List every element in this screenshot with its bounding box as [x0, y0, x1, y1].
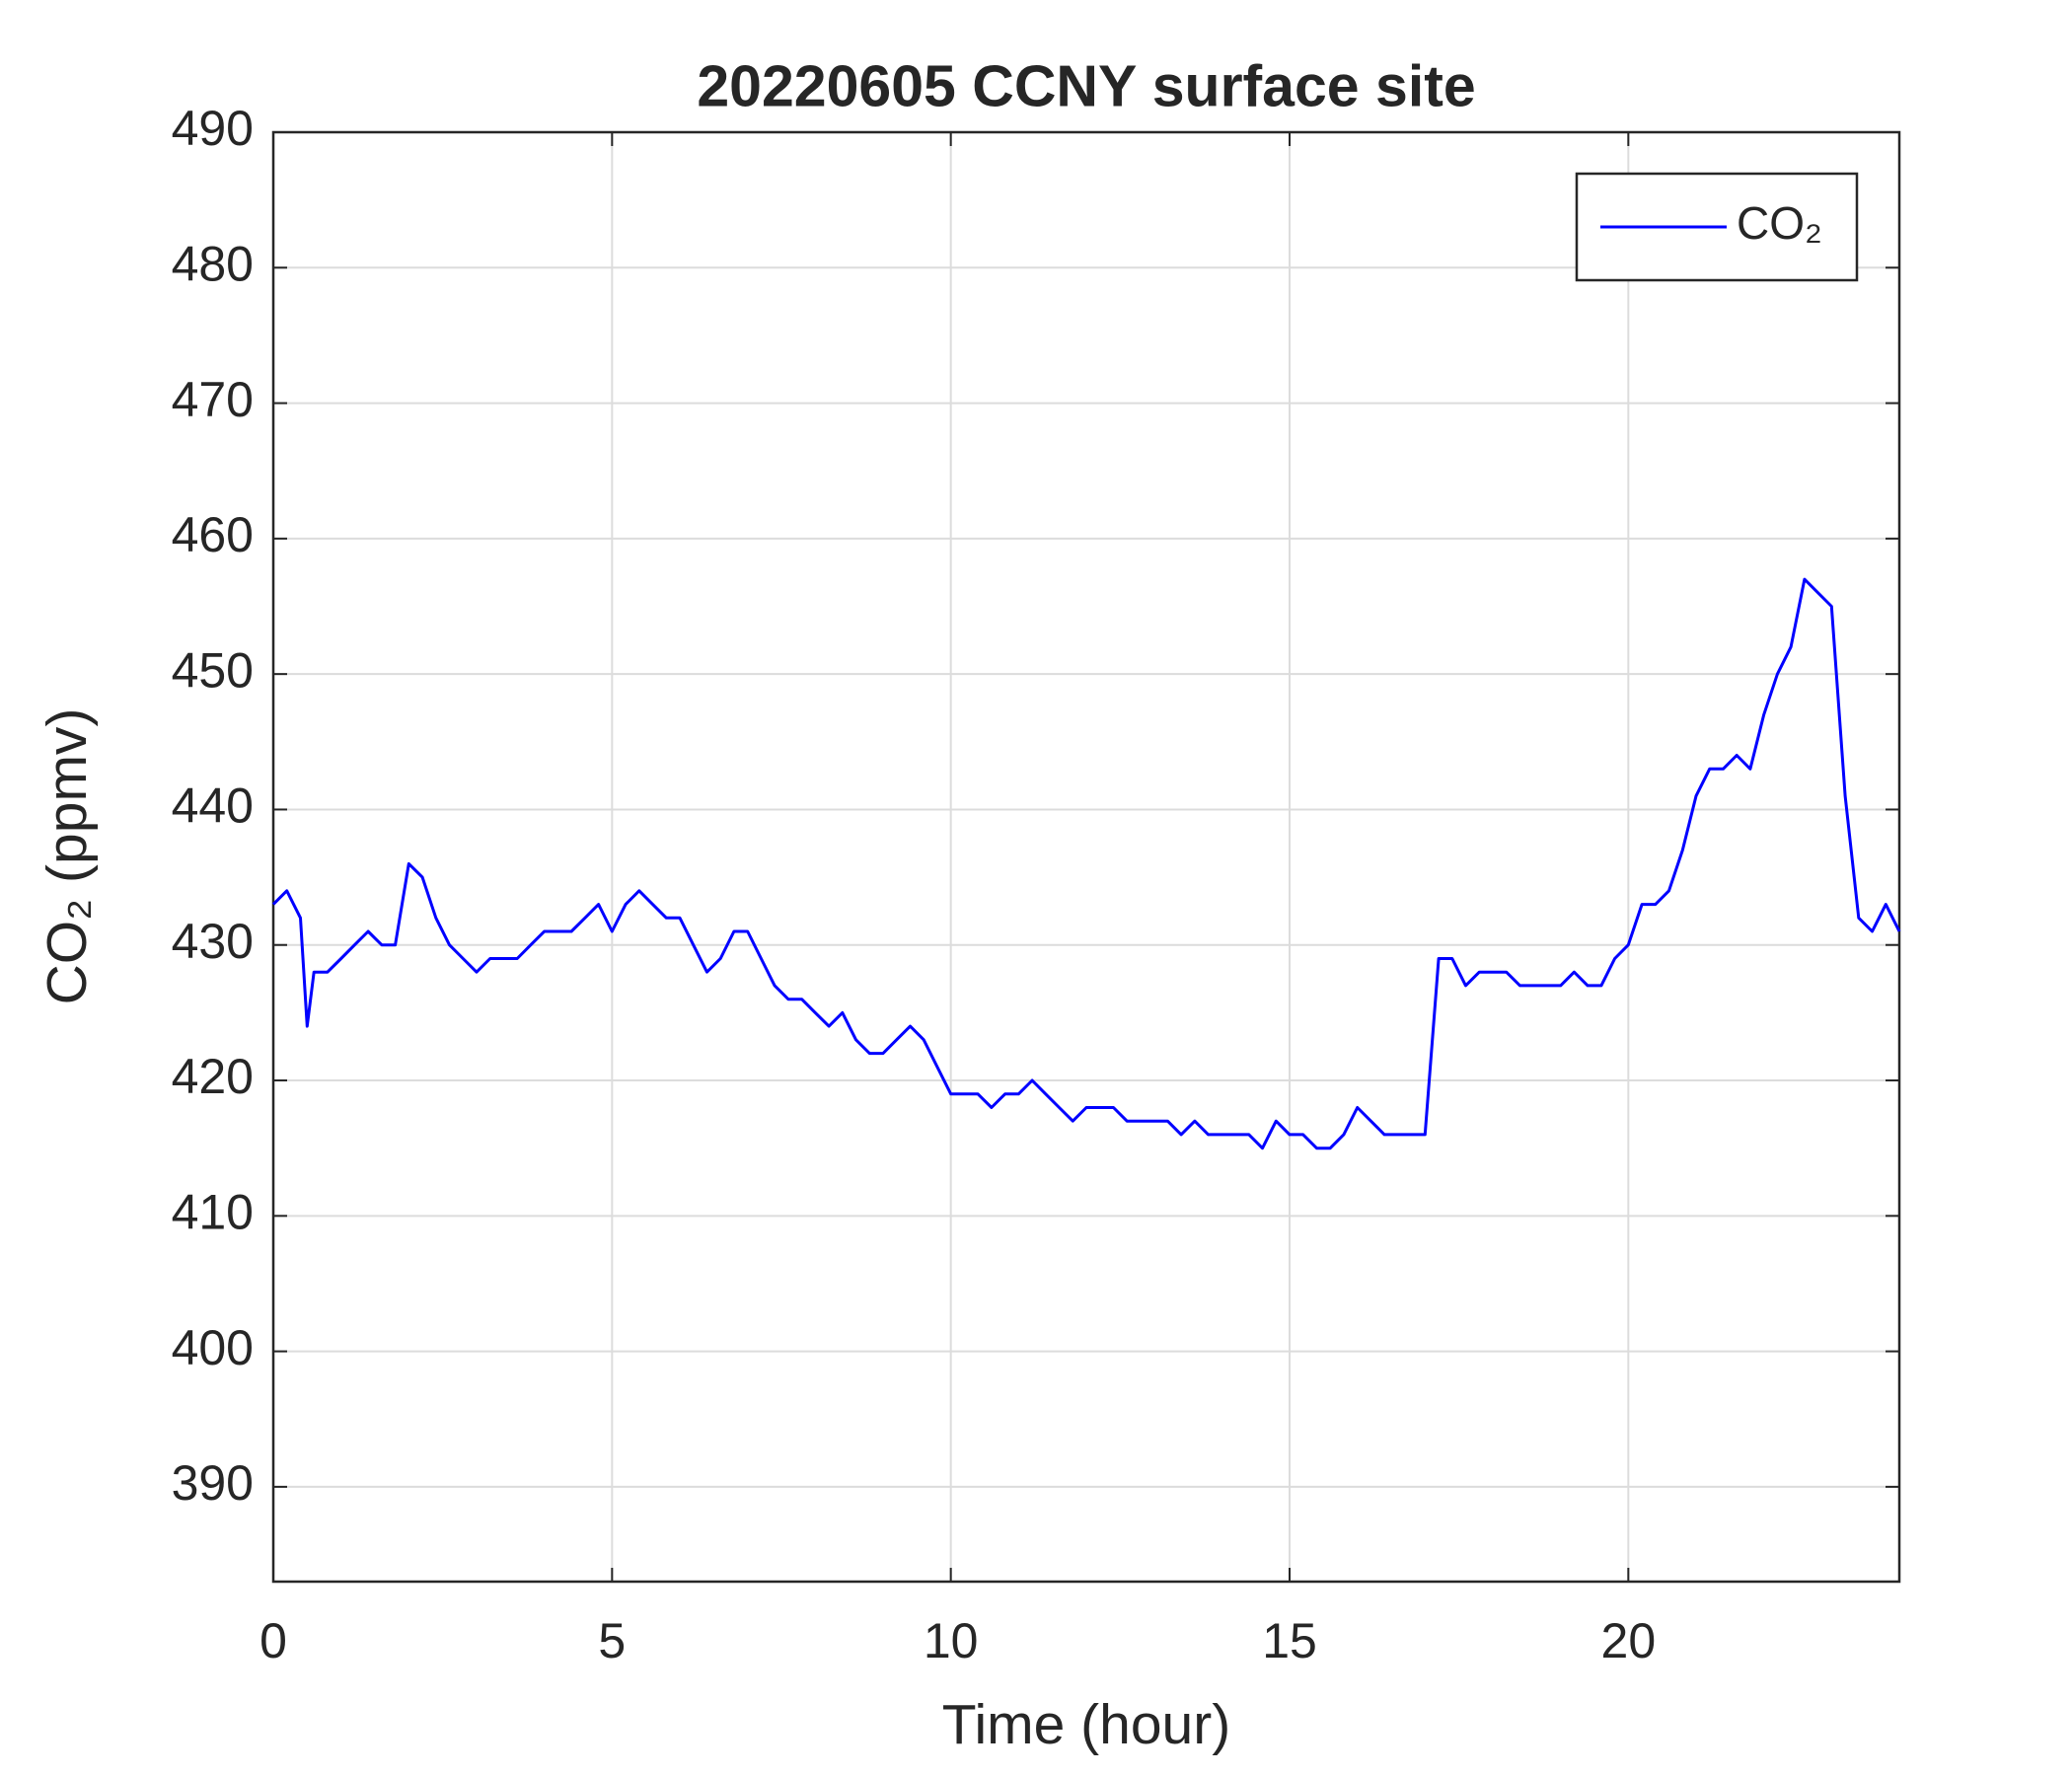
y-tick-label: 440: [172, 778, 254, 834]
y-tick-label: 430: [172, 914, 254, 969]
data-line: [271, 577, 1901, 1150]
y-tick-label: 450: [172, 642, 254, 698]
y-tick-label: 400: [172, 1320, 254, 1375]
chart-title: 20220605 CCNY surface site: [697, 54, 1475, 119]
y-tick-label: 420: [172, 1049, 254, 1104]
y-tick-label: 460: [172, 507, 254, 562]
x-tick-label: 10: [924, 1613, 979, 1668]
x-axis-label: Time (hour): [942, 1693, 1230, 1756]
x-tick-label: 0: [259, 1613, 287, 1668]
x-tick-label: 5: [598, 1613, 626, 1668]
legend-label: CO₂: [1737, 197, 1822, 249]
plot-frame: [271, 130, 1901, 1584]
x-tick-label: 20: [1601, 1613, 1657, 1668]
y-tick-label: 470: [172, 372, 254, 427]
y-tick-label: 480: [172, 236, 254, 291]
y-tick-label: 410: [172, 1185, 254, 1240]
y-tick-label: 490: [172, 101, 254, 156]
x-tick-label: 15: [1262, 1613, 1317, 1668]
y-tick-label: 390: [172, 1455, 254, 1511]
y-axis-label: CO₂ (ppmv): [36, 708, 99, 1005]
